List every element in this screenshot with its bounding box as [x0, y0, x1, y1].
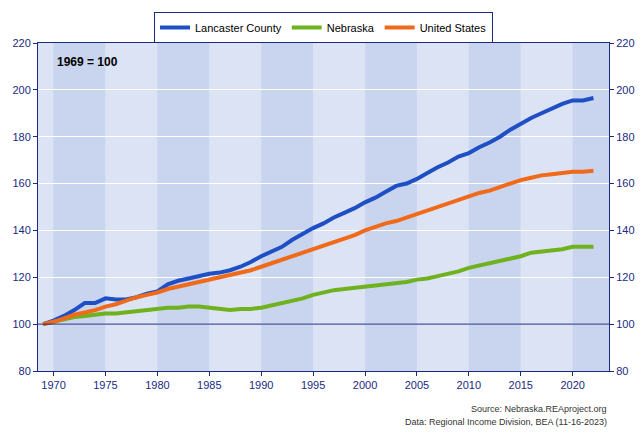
svg-text:120: 120 — [12, 271, 30, 283]
svg-text:1975: 1975 — [93, 379, 117, 391]
svg-text:1969 = 100: 1969 = 100 — [57, 55, 118, 69]
svg-text:Data: Regional Income Division: Data: Regional Income Division, BEA (11-… — [405, 417, 607, 427]
svg-text:Source: Nebraska.REAproject.or: Source: Nebraska.REAproject.org — [471, 404, 607, 414]
svg-text:180: 180 — [616, 131, 634, 143]
svg-text:160: 160 — [12, 177, 30, 189]
svg-text:100: 100 — [12, 318, 30, 330]
svg-text:Lancaster County: Lancaster County — [195, 22, 282, 34]
svg-text:100: 100 — [616, 318, 634, 330]
svg-text:80: 80 — [19, 365, 31, 377]
svg-text:160: 160 — [616, 177, 634, 189]
svg-text:80: 80 — [616, 365, 628, 377]
svg-text:1980: 1980 — [145, 379, 169, 391]
svg-text:United States: United States — [420, 22, 487, 34]
svg-text:180: 180 — [12, 131, 30, 143]
svg-text:2000: 2000 — [353, 379, 377, 391]
svg-text:140: 140 — [616, 224, 634, 236]
svg-text:200: 200 — [616, 84, 634, 96]
svg-text:220: 220 — [12, 37, 30, 49]
svg-text:Nebraska: Nebraska — [327, 22, 375, 34]
svg-text:1985: 1985 — [197, 379, 221, 391]
svg-text:1990: 1990 — [249, 379, 273, 391]
svg-text:2005: 2005 — [405, 379, 429, 391]
svg-text:1995: 1995 — [301, 379, 325, 391]
svg-text:220: 220 — [616, 37, 634, 49]
svg-text:1970: 1970 — [41, 379, 65, 391]
svg-text:120: 120 — [616, 271, 634, 283]
svg-text:140: 140 — [12, 224, 30, 236]
svg-text:2015: 2015 — [509, 379, 533, 391]
svg-text:200: 200 — [12, 84, 30, 96]
svg-text:2020: 2020 — [560, 379, 584, 391]
svg-text:2010: 2010 — [457, 379, 481, 391]
